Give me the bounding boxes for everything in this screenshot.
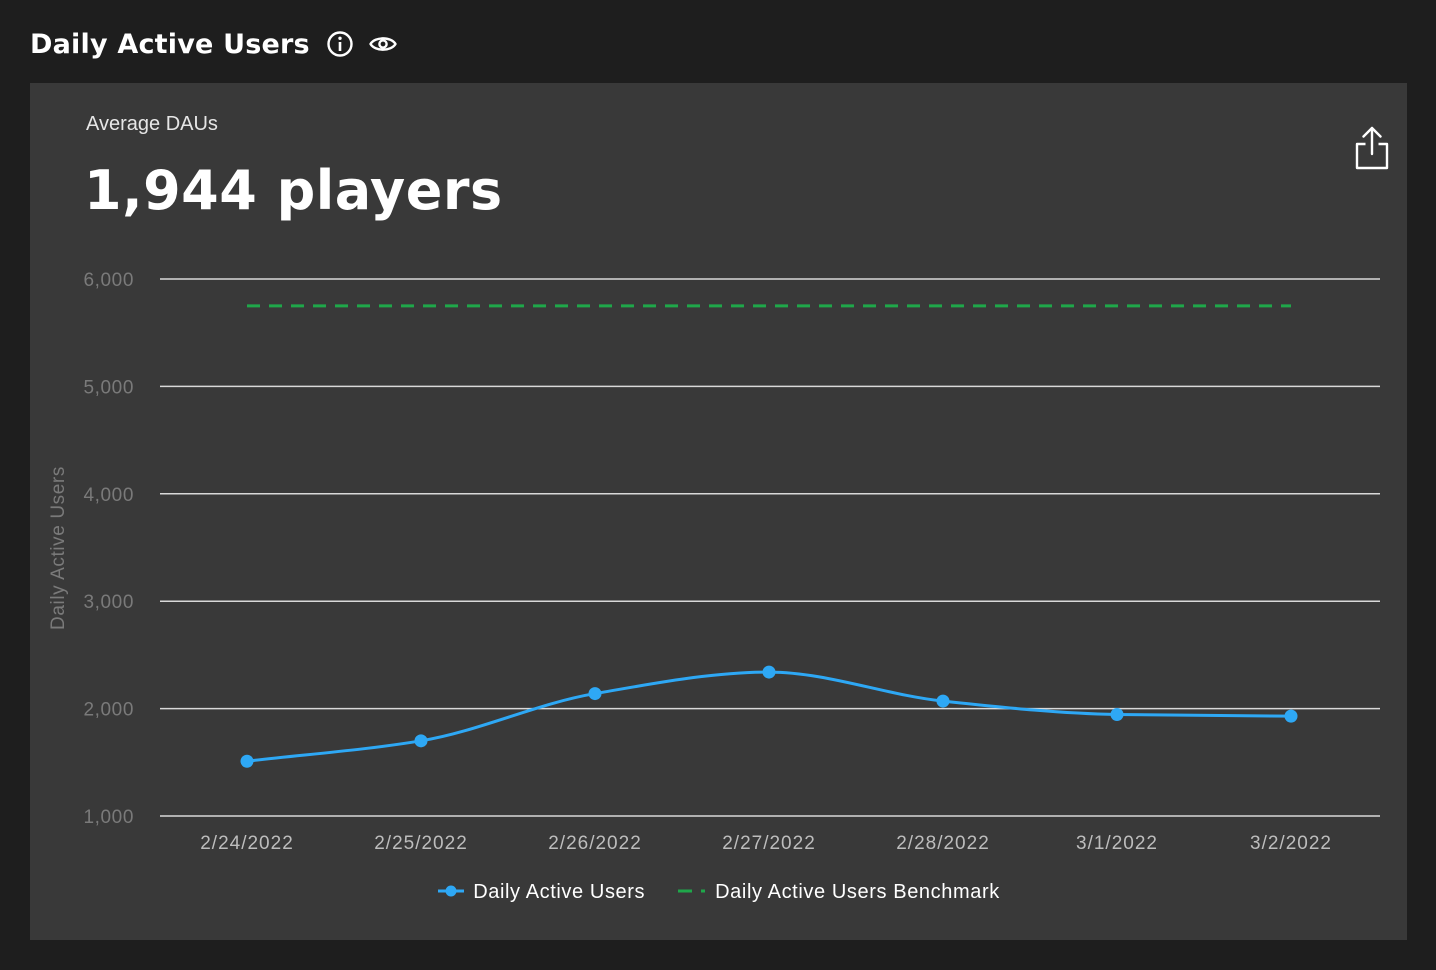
y-axis-ticks: 1,000 2,000 3,000 4,000 5,000 6,000: [83, 270, 134, 828]
y-tick-label: 5,000: [83, 377, 134, 398]
average-label: Average DAUs: [86, 113, 218, 135]
widget-title: Daily Active Users: [30, 28, 310, 60]
chart-grid: [160, 278, 1380, 817]
dau-data-point[interactable]: [762, 665, 776, 679]
x-tick-label: 2/26/2022: [548, 833, 642, 854]
dau-data-point[interactable]: [936, 694, 950, 708]
x-tick-label: 2/27/2022: [722, 833, 816, 854]
widget-header: Daily Active Users: [30, 22, 398, 66]
y-tick-label: 3,000: [83, 592, 134, 613]
chart-series: [240, 304, 1298, 768]
x-tick-label: 2/28/2022: [896, 833, 990, 854]
x-tick-label: 3/2/2022: [1250, 833, 1332, 854]
legend-item-daily-active-users[interactable]: Daily Active Users: [437, 881, 645, 904]
y-tick-label: 2,000: [83, 700, 134, 721]
dau-data-point[interactable]: [1110, 708, 1124, 722]
legend-label: Daily Active Users: [473, 881, 646, 903]
dau-data-point[interactable]: [588, 687, 602, 701]
y-tick-label: 4,000: [83, 485, 134, 506]
legend-swatch-dashed-icon: [677, 881, 707, 904]
y-axis-label: Daily Active Users: [48, 466, 69, 630]
x-tick-label: 2/24/2022: [200, 833, 294, 854]
info-icon[interactable]: [326, 30, 354, 58]
chart-legend: Daily Active Users Daily Active Users Be…: [30, 881, 1407, 904]
y-tick-label: 1,000: [83, 807, 134, 828]
dau-data-point[interactable]: [1284, 709, 1298, 723]
legend-label: Daily Active Users Benchmark: [715, 881, 1000, 903]
x-tick-label: 3/1/2022: [1076, 833, 1158, 854]
x-tick-label: 2/25/2022: [374, 833, 468, 854]
y-tick-label: 6,000: [83, 270, 134, 291]
chart-card: Average DAUs 1,944 players 1,000 2,000 3,0…: [30, 83, 1407, 940]
legend-swatch-line-icon: [437, 881, 465, 904]
x-axis-ticks: 2/24/2022 2/25/2022 2/26/2022 2/27/2022 2/28…: [200, 833, 1332, 854]
line-chart: 1,000 2,000 3,000 4,000 5,000 6,000 2/24/2022…: [48, 270, 1380, 854]
dau-series-line: [246, 670, 1292, 763]
dau-data-point[interactable]: [240, 754, 254, 768]
share-icon[interactable]: [1352, 123, 1392, 173]
legend-item-benchmark[interactable]: Daily Active Users Benchmark: [677, 881, 1000, 904]
average-value: 1,944 players: [84, 159, 503, 222]
eye-icon[interactable]: [368, 33, 398, 55]
dau-data-point[interactable]: [414, 734, 428, 748]
